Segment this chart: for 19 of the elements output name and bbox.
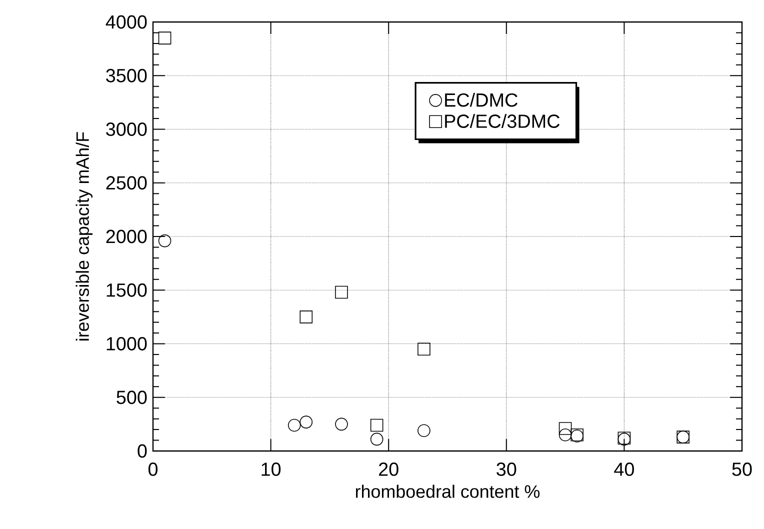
y-tick-label: 2500: [106, 176, 147, 190]
x-tick-label: 30: [496, 462, 516, 476]
y-tick-label: 0: [138, 444, 147, 458]
x-tick-label: 20: [379, 462, 398, 476]
y-axis-title: ireversible capacity mAh/F: [76, 132, 93, 340]
x-tick-label: 10: [262, 462, 281, 476]
x-tick-label: 0: [148, 462, 158, 476]
y-tick-label: 1500: [106, 283, 147, 297]
x-axis-title: rhomboedral content %: [356, 484, 540, 498]
legend-label: PC/EC/3DMC: [445, 114, 560, 128]
y-tick-label: 500: [116, 390, 147, 404]
y-tick-label: 3500: [106, 68, 147, 82]
y-tick-label: 2000: [106, 230, 147, 244]
y-tick-label: 1000: [106, 337, 147, 350]
legend-label: EC/DMC: [445, 92, 518, 107]
x-tick-label: 50: [732, 462, 752, 476]
y-tick-label: 4000: [106, 15, 147, 29]
y-tick-label: 3000: [106, 122, 147, 136]
x-tick-label: 40: [614, 462, 634, 476]
